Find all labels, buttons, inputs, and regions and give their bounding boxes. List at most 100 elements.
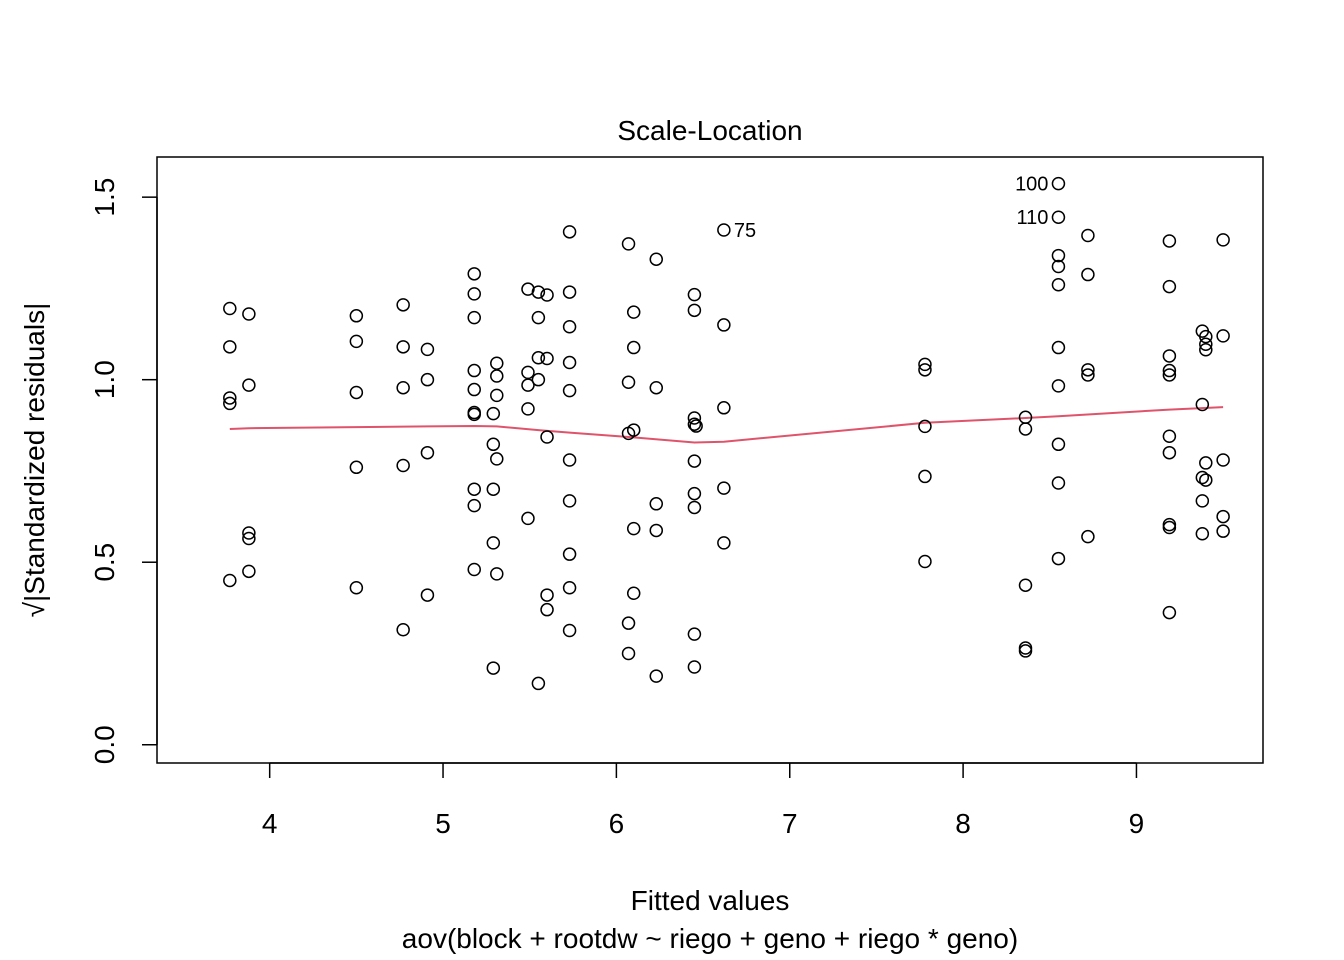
data-point [621,237,636,251]
data-point [649,497,664,511]
data-point [540,430,554,444]
data-point [349,334,364,349]
data-point [540,588,554,602]
data-point [687,660,702,674]
annotations-layer: 100 110 75 [734,174,1049,242]
data-point [490,356,504,371]
data-point [486,437,501,452]
data-point [1081,368,1095,382]
y-tick-label: 1.0 [89,360,120,399]
data-point [1051,210,1066,224]
data-point [1199,456,1213,470]
data-point [467,310,481,325]
data-point [1162,445,1177,460]
data-point [1018,422,1033,436]
data-point [531,676,546,691]
data-point [1051,278,1066,292]
data-point [687,303,702,318]
y-axis-label: √|Standardized residuals| [19,303,50,618]
data-point [531,310,546,325]
data-point [626,586,641,600]
data-point [1081,228,1095,243]
data-point [420,445,435,460]
points-layer [223,176,1230,691]
y-tick-label: 0.5 [89,543,120,582]
data-point [242,531,256,546]
data-point [1216,509,1230,524]
data-point [918,554,932,569]
data-point [1195,397,1210,412]
point-id-label: 100 [1015,174,1048,196]
data-point [540,351,554,366]
data-point [486,482,501,496]
data-point [467,363,481,378]
data-point [687,454,702,468]
data-point [1162,429,1177,444]
y-tick-label: 0.0 [89,725,120,764]
data-point [626,423,641,437]
data-point [1162,349,1177,363]
data-point [531,285,546,299]
data-point [1018,641,1033,655]
data-point [467,382,481,397]
data-point [1162,234,1177,248]
data-point [1081,267,1095,282]
data-point [223,340,237,354]
data-point [223,396,237,411]
data-point [1162,520,1177,535]
x-tick-label: 9 [1129,808,1145,839]
data-point [521,365,535,380]
data-point [531,351,546,365]
data-point [562,225,577,239]
data-point [649,252,664,266]
data-point [1216,524,1230,538]
data-point [562,320,577,334]
data-point [490,567,504,581]
smooth-line [229,406,1224,444]
chart-title: Scale-Location [617,115,802,146]
data-point [531,372,546,387]
data-point [490,452,504,466]
data-point [562,285,577,299]
data-point [649,669,664,683]
data-point [1199,473,1213,487]
data-point [223,301,237,316]
x-axis-label: Fitted values [631,885,790,916]
data-point [1051,551,1066,566]
data-point [1162,363,1177,378]
data-point [420,342,435,357]
data-point [1216,453,1230,467]
data-point [1162,368,1177,382]
data-point [1195,494,1210,508]
data-point [1018,644,1033,658]
data-point [687,411,702,425]
data-point [687,500,702,515]
data-point [687,486,702,501]
data-point [1051,340,1066,355]
data-point [396,380,410,395]
data-point [562,547,577,561]
data-point [918,469,932,484]
data-point [562,383,577,398]
data-point [349,581,364,595]
data-point [1216,233,1230,247]
data-point [420,372,435,387]
data-point [687,287,702,302]
data-point [687,417,702,431]
plot-frame [156,156,1264,764]
data-point [918,357,932,372]
data-point [1051,476,1066,490]
data-point [1081,529,1095,544]
data-point [1199,337,1213,352]
data-point [486,661,501,675]
data-point [621,646,636,661]
data-point [1162,605,1177,620]
data-point [521,511,535,526]
data-point [486,406,501,421]
data-point [1051,379,1066,393]
data-point [562,453,577,467]
data-point [621,616,636,630]
data-point [649,523,664,538]
data-point [1195,526,1210,541]
point-id-label: 110 [1017,207,1049,229]
